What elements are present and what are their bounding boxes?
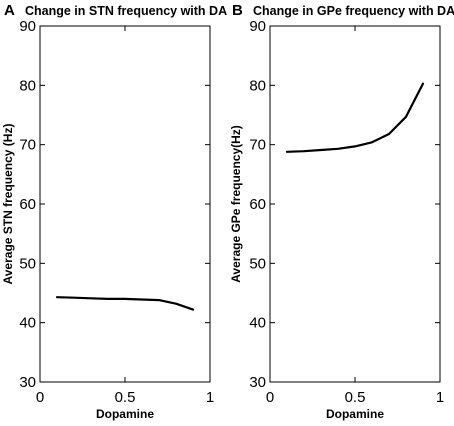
panel-a-x-axis-label: Dopamine [96, 407, 154, 421]
panel-a-ytick-label-30: 30 [19, 374, 36, 391]
panel-b-ytick-label-90: 90 [249, 18, 266, 35]
panel-a-ytick-label-40: 40 [19, 315, 36, 332]
panel-a-plot-frame [39, 25, 211, 383]
panel-b-series-line-0 [285, 82, 425, 153]
panel-a-ytick-label-50: 50 [19, 255, 36, 272]
panel-b-tick-labels: 30 40 50 60 70 80 90 0 0.5 1 [249, 18, 444, 406]
panel-b: B Change in GPe frequency with DA 30 40 50… [229, 2, 454, 421]
panel-a-ticks [39, 25, 211, 383]
panel-a-ytick-label-90: 90 [19, 18, 36, 35]
panel-a-ytick-label-70: 70 [19, 137, 36, 154]
panel-a-ytick-label-60: 60 [19, 196, 36, 213]
panel-b-ticks [269, 25, 441, 383]
panel-a-xtick-label-0: 0 [36, 389, 44, 406]
panel-b-plot-frame [269, 25, 441, 383]
panel-b-xtick-label-0.5: 0.5 [345, 389, 366, 406]
panel-a: A Change in STN frequency with DA 30 40 50… [1, 2, 227, 421]
panel-a-series [55, 296, 195, 311]
panel-b-series [285, 82, 425, 153]
panel-a-series-line-0 [55, 296, 195, 311]
panel-b-ytick-label-70: 70 [249, 137, 266, 154]
panel-b-ytick-label-30: 30 [249, 374, 266, 391]
panel-a-ytick-label-80: 80 [19, 77, 36, 94]
panel-b-title: Change in GPe frequency with DA [253, 4, 454, 18]
panel-b-ytick-label-80: 80 [249, 77, 266, 94]
panel-a-xtick-label-0.5: 0.5 [115, 389, 136, 406]
panel-a-title: Change in STN frequency with DA [25, 4, 227, 18]
panel-b-ytick-label-60: 60 [249, 196, 266, 213]
panel-b-letter: B [232, 2, 243, 19]
panel-b-ytick-label-40: 40 [249, 315, 266, 332]
panel-b-y-axis-label: Average GPe frequency(Hz) [229, 125, 243, 283]
panel-a-tick-labels: 30 40 50 60 70 80 90 0 0.5 1 [19, 18, 214, 406]
panel-a-letter: A [4, 2, 15, 19]
panel-a-xtick-label-1: 1 [206, 389, 214, 406]
panel-a-y-axis-label: Average STN frequency (Hz) [1, 124, 15, 285]
panel-b-xtick-label-1: 1 [436, 389, 444, 406]
panel-b-xtick-label-0: 0 [266, 389, 274, 406]
panel-b-ytick-label-50: 50 [249, 255, 266, 272]
panel-b-x-axis-label: Dopamine [326, 407, 384, 421]
